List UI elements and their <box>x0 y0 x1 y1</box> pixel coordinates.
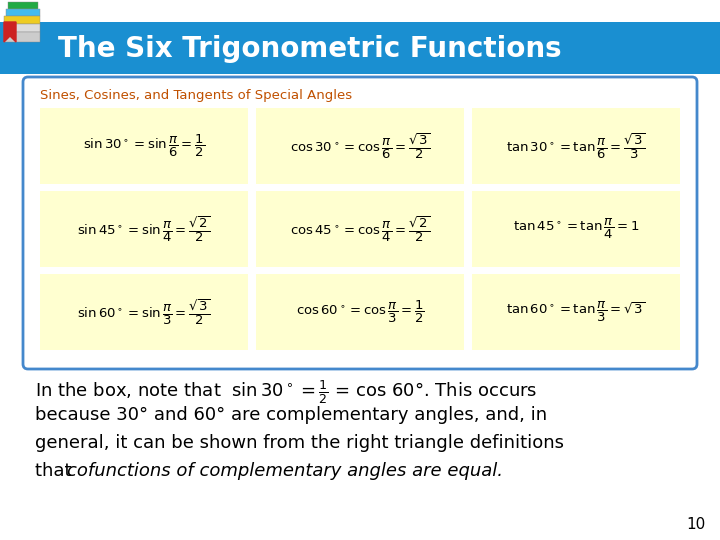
FancyBboxPatch shape <box>472 191 680 267</box>
Text: because 30° and 60° are complementary angles, and, in: because 30° and 60° are complementary an… <box>35 406 547 424</box>
Text: that: that <box>35 462 77 480</box>
Text: $\sin 60^\circ = \sin\dfrac{\pi}{3} = \dfrac{\sqrt{3}}{2}$: $\sin 60^\circ = \sin\dfrac{\pi}{3} = \d… <box>77 297 211 327</box>
FancyBboxPatch shape <box>472 274 680 350</box>
FancyBboxPatch shape <box>40 274 248 350</box>
Text: general, it can be shown from the right triangle definitions: general, it can be shown from the right … <box>35 434 564 452</box>
Polygon shape <box>4 22 16 42</box>
Text: The Six Trigonometric Functions: The Six Trigonometric Functions <box>58 35 562 63</box>
FancyBboxPatch shape <box>6 9 40 16</box>
FancyBboxPatch shape <box>40 191 248 267</box>
Text: 10: 10 <box>687 517 706 532</box>
FancyBboxPatch shape <box>256 274 464 350</box>
FancyBboxPatch shape <box>40 108 248 184</box>
Text: $\sin 45^\circ = \sin\dfrac{\pi}{4} = \dfrac{\sqrt{2}}{2}$: $\sin 45^\circ = \sin\dfrac{\pi}{4} = \d… <box>77 214 211 244</box>
Text: Sines, Cosines, and Tangents of Special Angles: Sines, Cosines, and Tangents of Special … <box>40 90 352 103</box>
FancyBboxPatch shape <box>8 2 38 9</box>
FancyBboxPatch shape <box>256 191 464 267</box>
Text: $\tan 45^\circ = \tan\dfrac{\pi}{4} = 1$: $\tan 45^\circ = \tan\dfrac{\pi}{4} = 1$ <box>513 217 639 241</box>
FancyBboxPatch shape <box>4 24 40 32</box>
FancyBboxPatch shape <box>472 108 680 184</box>
FancyBboxPatch shape <box>4 16 40 24</box>
Text: $\tan 30^\circ = \tan\dfrac{\pi}{6} = \dfrac{\sqrt{3}}{3}$: $\tan 30^\circ = \tan\dfrac{\pi}{6} = \d… <box>506 131 646 161</box>
FancyBboxPatch shape <box>23 77 697 369</box>
Text: cofunctions of complementary angles are equal.: cofunctions of complementary angles are … <box>67 462 503 480</box>
FancyBboxPatch shape <box>0 22 720 74</box>
Text: $\sin 30^\circ = \sin\dfrac{\pi}{6} = \dfrac{1}{2}$: $\sin 30^\circ = \sin\dfrac{\pi}{6} = \d… <box>83 133 205 159</box>
Text: $\tan 60^\circ = \tan\dfrac{\pi}{3} = \sqrt{3}$: $\tan 60^\circ = \tan\dfrac{\pi}{3} = \s… <box>506 300 646 324</box>
Text: $\cos 60^\circ = \cos\dfrac{\pi}{3} = \dfrac{1}{2}$: $\cos 60^\circ = \cos\dfrac{\pi}{3} = \d… <box>296 299 424 325</box>
Text: In the box, note that  $\sin 30^\circ = \frac{1}{2}$ = cos 60°. This occurs: In the box, note that $\sin 30^\circ = \… <box>35 378 537 406</box>
Text: $\cos 30^\circ = \cos\dfrac{\pi}{6} = \dfrac{\sqrt{3}}{2}$: $\cos 30^\circ = \cos\dfrac{\pi}{6} = \d… <box>289 131 431 161</box>
Text: $\cos 45^\circ = \cos\dfrac{\pi}{4} = \dfrac{\sqrt{2}}{2}$: $\cos 45^\circ = \cos\dfrac{\pi}{4} = \d… <box>289 214 431 244</box>
FancyBboxPatch shape <box>4 32 40 42</box>
FancyBboxPatch shape <box>256 108 464 184</box>
